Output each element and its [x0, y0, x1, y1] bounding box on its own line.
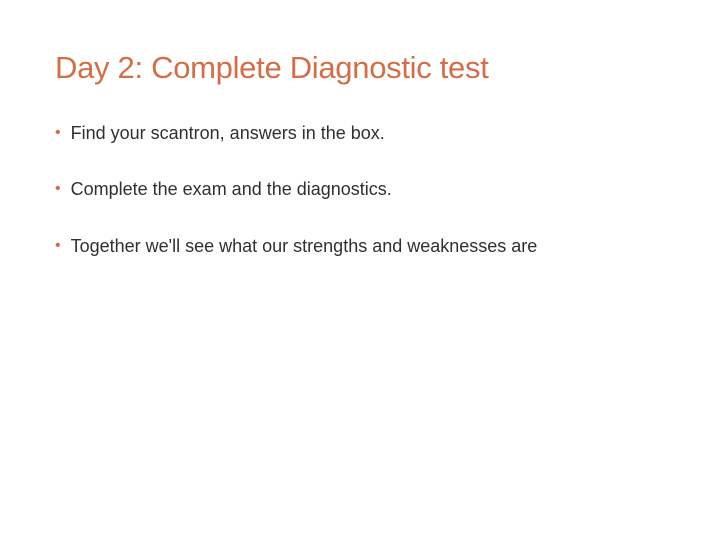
bullet-icon: • [55, 234, 61, 258]
bullet-icon: • [55, 177, 61, 201]
list-item: • Together we'll see what our strengths … [55, 234, 670, 258]
slide-container: Day 2: Complete Diagnostic test • Find y… [0, 0, 720, 540]
bullet-text: Find your scantron, answers in the box. [71, 121, 670, 145]
bullet-text: Together we'll see what our strengths an… [71, 234, 670, 258]
slide-title: Day 2: Complete Diagnostic test [55, 50, 670, 86]
bullet-text: Complete the exam and the diagnostics. [71, 177, 670, 201]
list-item: • Complete the exam and the diagnostics. [55, 177, 670, 201]
bullet-list: • Find your scantron, answers in the box… [55, 121, 670, 258]
bullet-icon: • [55, 121, 61, 145]
list-item: • Find your scantron, answers in the box… [55, 121, 670, 145]
